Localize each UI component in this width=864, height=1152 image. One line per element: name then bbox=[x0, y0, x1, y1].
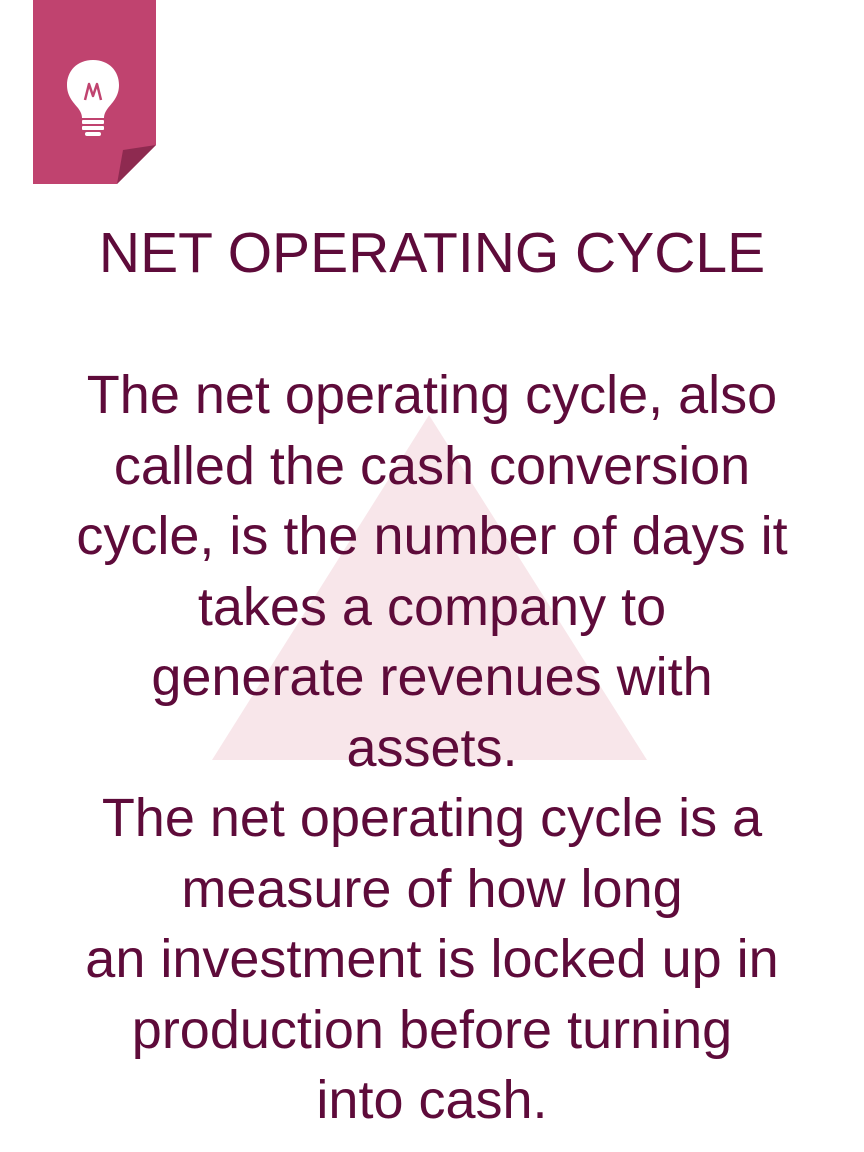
body-line: an investment is locked up in bbox=[85, 929, 779, 989]
body-line: The net operating cycle, also bbox=[86, 365, 778, 425]
body-line: into cash. bbox=[316, 1070, 548, 1130]
body-line: production before turning bbox=[131, 999, 733, 1060]
body-line: measure of how long bbox=[181, 858, 683, 919]
body-line: takes a company to bbox=[197, 576, 667, 637]
body-line: The net operating cycle is a bbox=[101, 788, 763, 848]
triangle-watermark bbox=[212, 415, 647, 760]
body-line: called the cash conversion bbox=[113, 435, 751, 496]
body-text: The net operating cycle, also called the… bbox=[0, 360, 864, 1136]
lightbulb-icon bbox=[61, 56, 125, 140]
page-title: NET OPERATING CYCLE bbox=[98, 221, 766, 285]
body-line: assets. bbox=[346, 717, 518, 778]
body-line: cycle, is the number of days it bbox=[76, 506, 788, 566]
body-line: generate revenues with bbox=[151, 647, 713, 707]
